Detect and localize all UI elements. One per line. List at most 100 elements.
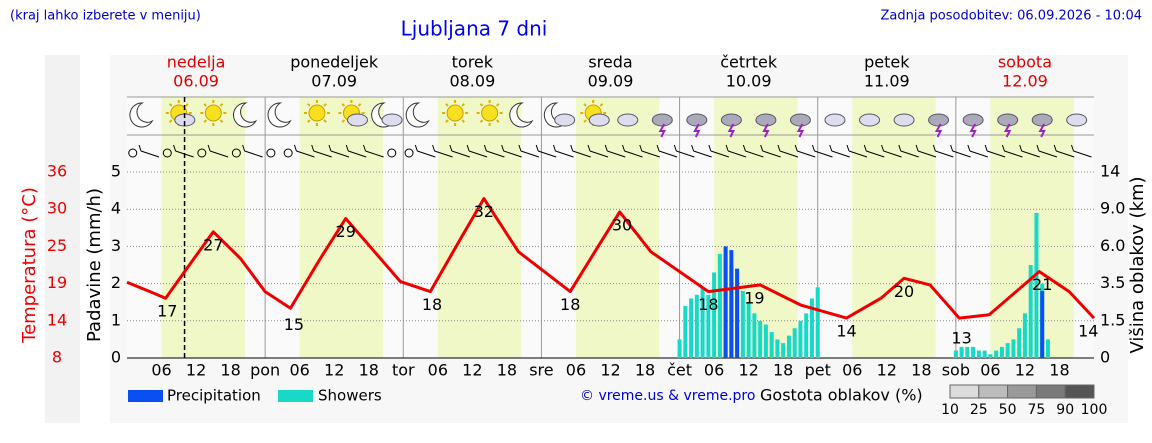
- x-tick-label: sob: [942, 361, 970, 380]
- precip-bar: [723, 246, 728, 358]
- temp-annotation: 27: [203, 235, 223, 254]
- wind-barb: [794, 144, 816, 158]
- cloud-scale-label: 90: [1056, 402, 1074, 418]
- wind-barb: [363, 144, 384, 158]
- wind-barb: [881, 144, 902, 158]
- legend-label: Precipitation: [167, 387, 261, 405]
- wind-barb: [432, 144, 453, 158]
- temp-tick-label: 36: [47, 162, 67, 181]
- day-date: 08.09: [449, 72, 495, 91]
- precip-bar: [982, 350, 987, 358]
- precip-bar: [758, 320, 763, 358]
- wind-barb: [483, 144, 505, 158]
- precip-bar: [775, 339, 780, 358]
- precip-bar: [1005, 343, 1010, 358]
- icon-cloud: [755, 113, 777, 127]
- temp-tick-label: 19: [47, 273, 67, 292]
- x-tick-label: 06: [151, 361, 171, 380]
- x-tick-label: 12: [324, 361, 344, 380]
- x-tick-label: 18: [497, 361, 517, 380]
- icon-bolt: [762, 123, 770, 138]
- wind-barb: [466, 144, 488, 158]
- precip-bar: [746, 302, 751, 358]
- x-tick-label: 06: [704, 361, 724, 380]
- precip-bar: [1034, 212, 1039, 358]
- title: Ljubljana 7 dni: [401, 17, 548, 41]
- day-name: sreda: [588, 53, 632, 72]
- legend-swatch: [128, 390, 163, 402]
- icon-sun-ray: [461, 103, 465, 107]
- temp-annotation: 18: [698, 295, 718, 314]
- precip-bar: [971, 346, 976, 358]
- temp-tick-label: 30: [47, 199, 67, 218]
- wind-barb: [242, 144, 263, 158]
- wind-barb: [345, 144, 367, 158]
- precip-bar: [809, 298, 814, 358]
- icon-sun-ray: [445, 103, 449, 107]
- wind-barb: [311, 144, 332, 158]
- wind-barb: [501, 144, 522, 158]
- temp-annotation: 19: [744, 288, 764, 307]
- x-tick-label: 06: [428, 361, 448, 380]
- temp-annotation: 20: [894, 282, 914, 301]
- cloud-scale-label: 100: [1081, 402, 1108, 418]
- icon-sun-ray: [445, 119, 449, 123]
- wind-barb: [328, 144, 350, 158]
- icon-sun-ray: [323, 119, 327, 123]
- y2-tick-label: 0: [1100, 348, 1110, 367]
- wind-calm: [197, 148, 207, 158]
- icon-moon: [405, 102, 430, 128]
- updated: Zadnja posodobitev: 06.09.2026 - 10:04: [880, 9, 1142, 24]
- wind-barb: [570, 144, 591, 158]
- y2-tick-label: 6.0: [1100, 236, 1125, 255]
- y-tick-label: 0: [111, 348, 121, 367]
- icon-cloud: [997, 113, 1019, 127]
- temp-tick-label: 8: [52, 348, 62, 367]
- precip-bar: [712, 272, 717, 358]
- cloud-scale-label: 75: [1027, 402, 1045, 418]
- precip-bar: [1045, 339, 1050, 358]
- temp-annotation: 29: [336, 222, 356, 241]
- icon-bolt: [658, 123, 666, 138]
- precip-bar: [740, 291, 745, 358]
- wind-barb: [138, 144, 160, 158]
- icon-sun-ray: [307, 119, 311, 123]
- x-tick-label: 12: [738, 361, 758, 380]
- temp-annotation: 13: [951, 328, 971, 347]
- precip-bar: [965, 346, 970, 358]
- icon-cloud: [720, 113, 742, 127]
- precip-bar: [700, 287, 705, 358]
- wind-barb: [708, 144, 730, 158]
- cloud-label: Gostota oblakov (%): [760, 386, 923, 405]
- wind-barb: [622, 144, 643, 158]
- legend-swatch: [278, 390, 313, 402]
- icon-sun-ray: [168, 103, 173, 107]
- precip-bar: [994, 350, 999, 358]
- wind-barb: [691, 144, 712, 158]
- precip-bar: [959, 346, 964, 358]
- left-panel: [45, 55, 80, 423]
- x-tick-label: 06: [842, 361, 862, 380]
- day-name: sobota: [998, 53, 1052, 72]
- note: (kraj lahko izberete v meniju): [10, 9, 201, 24]
- icon-moon: [232, 102, 258, 128]
- icon-sun-ray: [307, 103, 311, 107]
- daylight-band: [161, 97, 245, 358]
- day-date: 10.09: [726, 72, 772, 91]
- wind-barb: [1053, 144, 1075, 158]
- credit: © vreme.us & vreme.pro: [580, 388, 755, 404]
- precip-bar: [1017, 328, 1022, 358]
- cloud-scale-box: [949, 384, 980, 399]
- wind-barb: [967, 144, 989, 158]
- temp-annotation: 18: [422, 295, 442, 314]
- wind-barb: [725, 144, 747, 158]
- x-tick-label: 18: [1049, 361, 1069, 380]
- wind-barb: [587, 144, 609, 158]
- wind-barb: [673, 144, 695, 158]
- icon-sun: [308, 104, 326, 122]
- x-tick-label: 12: [1015, 361, 1035, 380]
- icon-sun-ray: [583, 119, 587, 123]
- icon-bolt: [934, 123, 943, 138]
- wind-barb: [846, 144, 868, 158]
- temp-annotation: 32: [474, 202, 494, 221]
